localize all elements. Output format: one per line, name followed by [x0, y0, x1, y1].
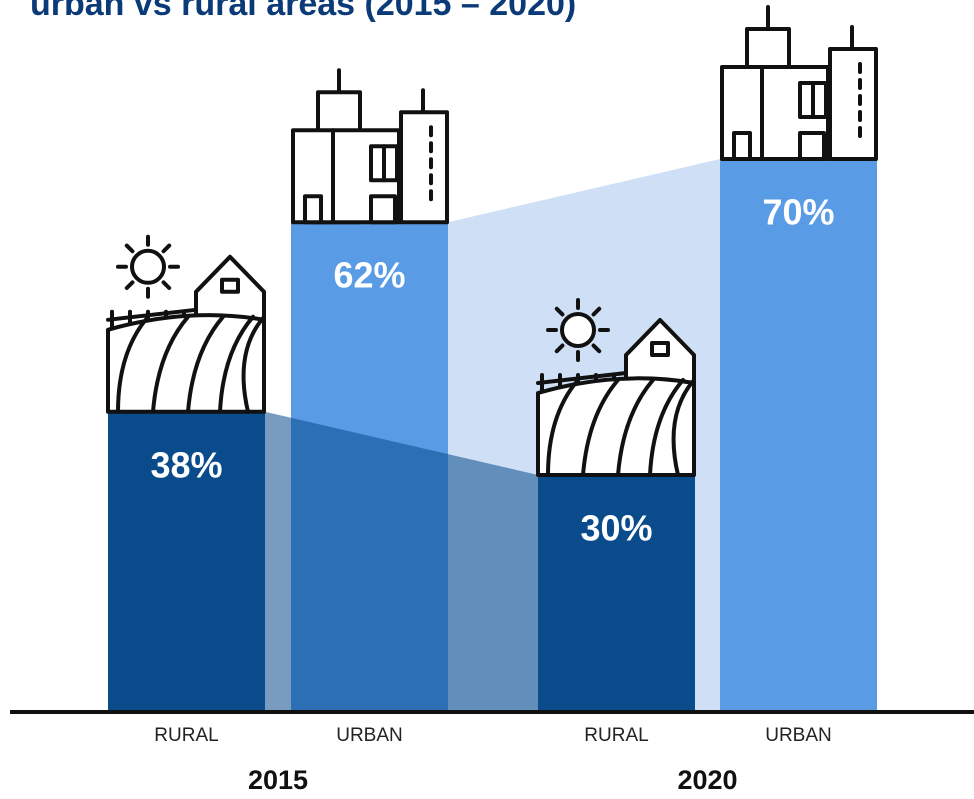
- field: [108, 315, 264, 412]
- value-label: 38%: [150, 444, 222, 485]
- house-window: [652, 343, 668, 355]
- value-label: 30%: [580, 508, 652, 549]
- sun: [562, 314, 594, 346]
- chart: urban vs rural areas (2015 – 2020) 38% RU…: [0, 0, 974, 799]
- sun: [132, 251, 164, 283]
- group-label: 2015: [248, 765, 308, 795]
- building: [401, 112, 447, 222]
- city-icon: [293, 70, 447, 222]
- sun-ray: [127, 282, 133, 288]
- house-window: [222, 280, 238, 292]
- door: [305, 196, 321, 222]
- city-icon: [722, 7, 876, 159]
- bar: [720, 159, 877, 712]
- sun-ray: [127, 246, 133, 252]
- x-tick-label: RURAL: [584, 725, 648, 746]
- chart-title: urban vs rural areas (2015 – 2020): [30, 0, 576, 23]
- farm-icon: [108, 237, 264, 412]
- x-tick-label: URBAN: [336, 725, 403, 746]
- door: [800, 133, 824, 159]
- value-label: 70%: [762, 192, 834, 233]
- building: [830, 49, 876, 159]
- field: [538, 378, 694, 475]
- door: [734, 133, 750, 159]
- value-label: 62%: [333, 255, 405, 296]
- x-tick-label: RURAL: [154, 725, 218, 746]
- sun-ray: [164, 282, 170, 288]
- door: [371, 196, 395, 222]
- sun-ray: [164, 246, 170, 252]
- x-tick-label: URBAN: [765, 725, 832, 746]
- group-label: 2020: [677, 765, 737, 795]
